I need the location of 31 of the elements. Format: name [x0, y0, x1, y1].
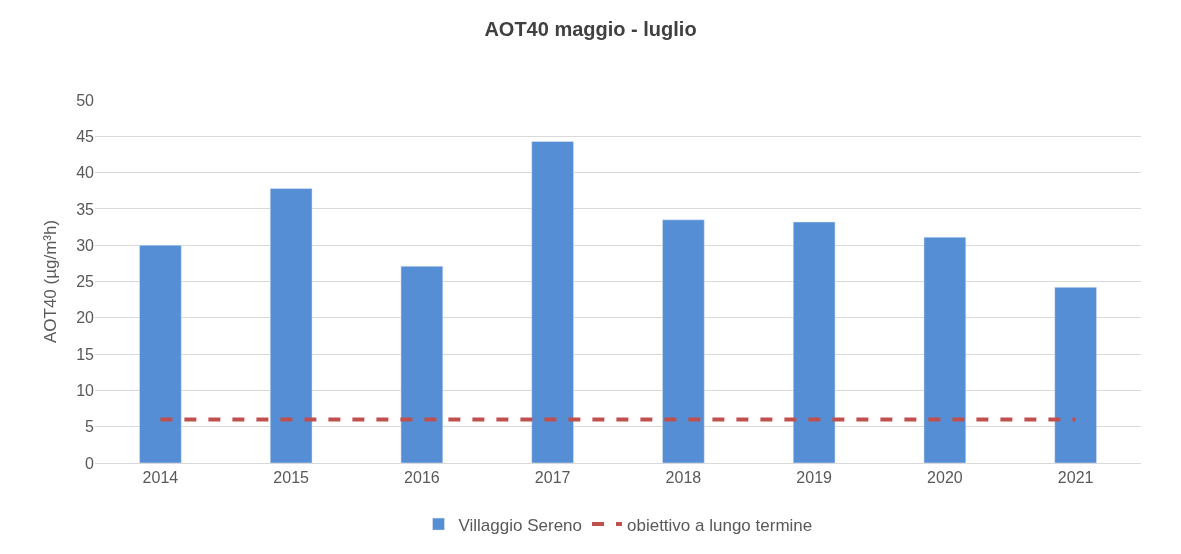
- bar: [400, 266, 444, 463]
- bar: [531, 141, 574, 463]
- y-tick-label: 35: [76, 200, 95, 218]
- x-tick-label: 2021: [1057, 469, 1094, 487]
- x-tick-label: 2016: [404, 469, 440, 487]
- bar: [923, 236, 967, 463]
- x-tick-label: 2018: [665, 469, 702, 487]
- y-tick-label: 25: [76, 273, 95, 291]
- x-tick-label: 2017: [534, 469, 571, 487]
- y-tick-label: 15: [76, 345, 95, 363]
- chart-title: AOT40 maggio - luglio: [484, 18, 697, 41]
- y-tick-label: 10: [76, 382, 95, 399]
- x-tick-label: 2014: [142, 469, 179, 487]
- x-tick-label: 2020: [927, 469, 963, 487]
- legend-label: Villaggio Sereno: [458, 515, 582, 535]
- bar: [792, 221, 836, 463]
- bar: [662, 219, 705, 463]
- legend-label: obiettivo a lungo termine: [627, 515, 813, 535]
- y-tick-label: 30: [76, 236, 95, 254]
- x-tick-label: 2019: [796, 469, 833, 487]
- x-tick-label: 2015: [273, 469, 310, 487]
- y-tick-label: 0: [85, 454, 95, 472]
- bar: [139, 244, 182, 463]
- y-tick-label: 45: [76, 127, 95, 145]
- y-tick-label: 40: [76, 164, 95, 182]
- y-tick-label: 50: [76, 91, 95, 109]
- bar: [269, 188, 313, 463]
- bar: [1054, 287, 1097, 463]
- y-axis-title: AOT40 (µg/m³h): [40, 219, 60, 344]
- y-tick-label: 20: [76, 309, 95, 327]
- y-tick-label: 5: [85, 418, 95, 436]
